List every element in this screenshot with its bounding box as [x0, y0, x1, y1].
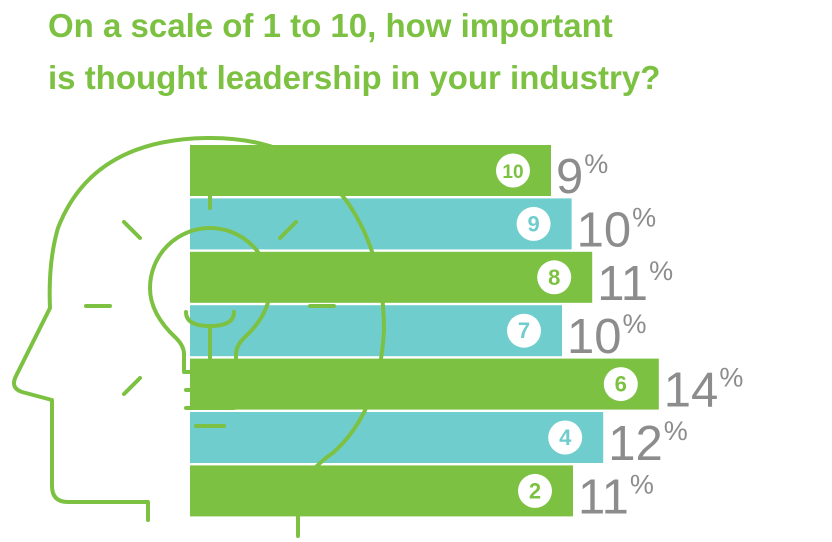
- chart-title-line-1: On a scale of 1 to 10, how important: [48, 7, 613, 44]
- category-badge-2: [518, 473, 552, 508]
- category-label-2: 2: [529, 478, 541, 503]
- category-badge-10: [496, 153, 530, 188]
- value-label-2: 11%: [578, 469, 654, 524]
- category-badge-7: [507, 313, 541, 348]
- bar-10: [190, 145, 551, 196]
- category-badge-9: [516, 206, 551, 241]
- bar-9: [190, 198, 572, 250]
- value-label-9: 10%: [577, 202, 657, 257]
- chart-title-line-2: is thought leadership in your industry?: [48, 59, 661, 96]
- bar-6: [190, 358, 659, 410]
- category-badge-4: [548, 420, 583, 455]
- head-outline: [12, 135, 386, 538]
- value-label-10: 9%: [556, 149, 608, 204]
- bulb-rays: [84, 184, 336, 396]
- category-badge-6: [603, 367, 638, 402]
- value-label-7: 10%: [567, 309, 647, 364]
- category-label-10: 10: [502, 162, 523, 183]
- bar-7: [190, 305, 562, 357]
- bulb-filament: [184, 310, 236, 372]
- bars-group: [190, 145, 659, 517]
- bulb-glass: [148, 226, 272, 374]
- category-label-8: 8: [548, 265, 560, 290]
- category-label-4: 4: [559, 425, 572, 450]
- category-badge-8: [537, 260, 572, 295]
- chart-title: On a scale of 1 to 10, how important is …: [48, 0, 828, 104]
- bar-4: [190, 412, 604, 463]
- head-silhouette-icon: [12, 135, 386, 538]
- lightbulb-icon: [84, 184, 336, 428]
- category-label-9: 9: [527, 211, 539, 236]
- category-label-6: 6: [615, 372, 627, 397]
- value-label-6: 14%: [664, 363, 744, 418]
- value-label-8: 11%: [597, 256, 673, 311]
- labels-group: 10 9% 9 10% 8 11% 7 10% 6 14% 4 12% 2 11%: [496, 149, 743, 524]
- value-label-4: 12%: [608, 416, 688, 471]
- category-label-7: 7: [518, 318, 530, 343]
- bar-2: [190, 465, 573, 517]
- bar-8: [190, 251, 593, 303]
